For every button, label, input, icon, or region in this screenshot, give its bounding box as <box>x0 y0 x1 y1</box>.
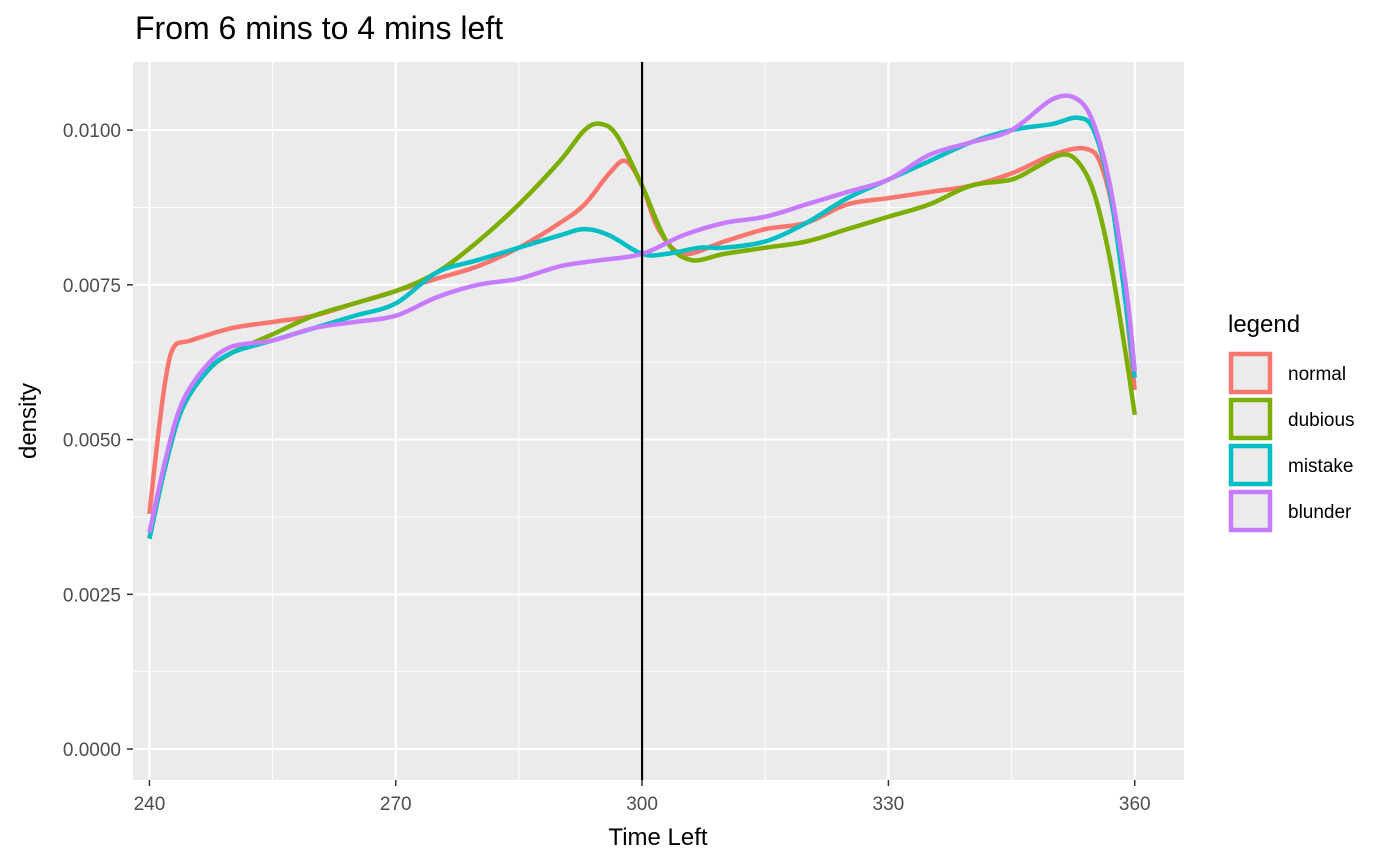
x-tick-label: 360 <box>1119 794 1151 815</box>
y-tick-label: 0.0050 <box>63 431 121 452</box>
legend-key-blunder <box>1228 489 1273 533</box>
y-tick-label: 0.0075 <box>63 276 121 297</box>
legend: normal dubious mistake blunder <box>1228 351 1355 533</box>
x-tick-label: 330 <box>873 794 905 815</box>
y-axis-title: density <box>15 383 42 459</box>
legend-label-dubious: dubious <box>1288 410 1355 431</box>
series-line-normal <box>147 145 1137 515</box>
legend-key-mistake <box>1228 443 1273 487</box>
legend-label-mistake: mistake <box>1288 456 1353 477</box>
x-axis-title: Time Left <box>608 824 707 851</box>
y-tick-label: 0.0025 <box>63 585 121 606</box>
chart-title: From 6 mins to 4 mins left <box>135 10 504 46</box>
legend-label-normal: normal <box>1288 364 1346 385</box>
legend-title: legend <box>1228 311 1300 338</box>
plot-panel <box>133 62 1184 780</box>
x-tick-label: 240 <box>134 794 166 815</box>
y-axis: 0.0000 0.0025 0.0050 0.0075 0.0100 <box>63 121 133 761</box>
x-axis: 240 270 300 330 360 <box>134 780 1151 815</box>
legend-key-dubious <box>1228 397 1273 441</box>
series-line-blunder <box>147 93 1137 533</box>
legend-key-normal <box>1228 351 1273 395</box>
series-line-dubious <box>147 121 1137 540</box>
y-tick-label: 0.0000 <box>63 740 121 761</box>
x-tick-label: 300 <box>626 794 658 815</box>
x-tick-label: 270 <box>380 794 412 815</box>
legend-label-blunder: blunder <box>1288 502 1352 523</box>
series-lines <box>147 93 1137 540</box>
y-tick-label: 0.0100 <box>63 121 121 142</box>
